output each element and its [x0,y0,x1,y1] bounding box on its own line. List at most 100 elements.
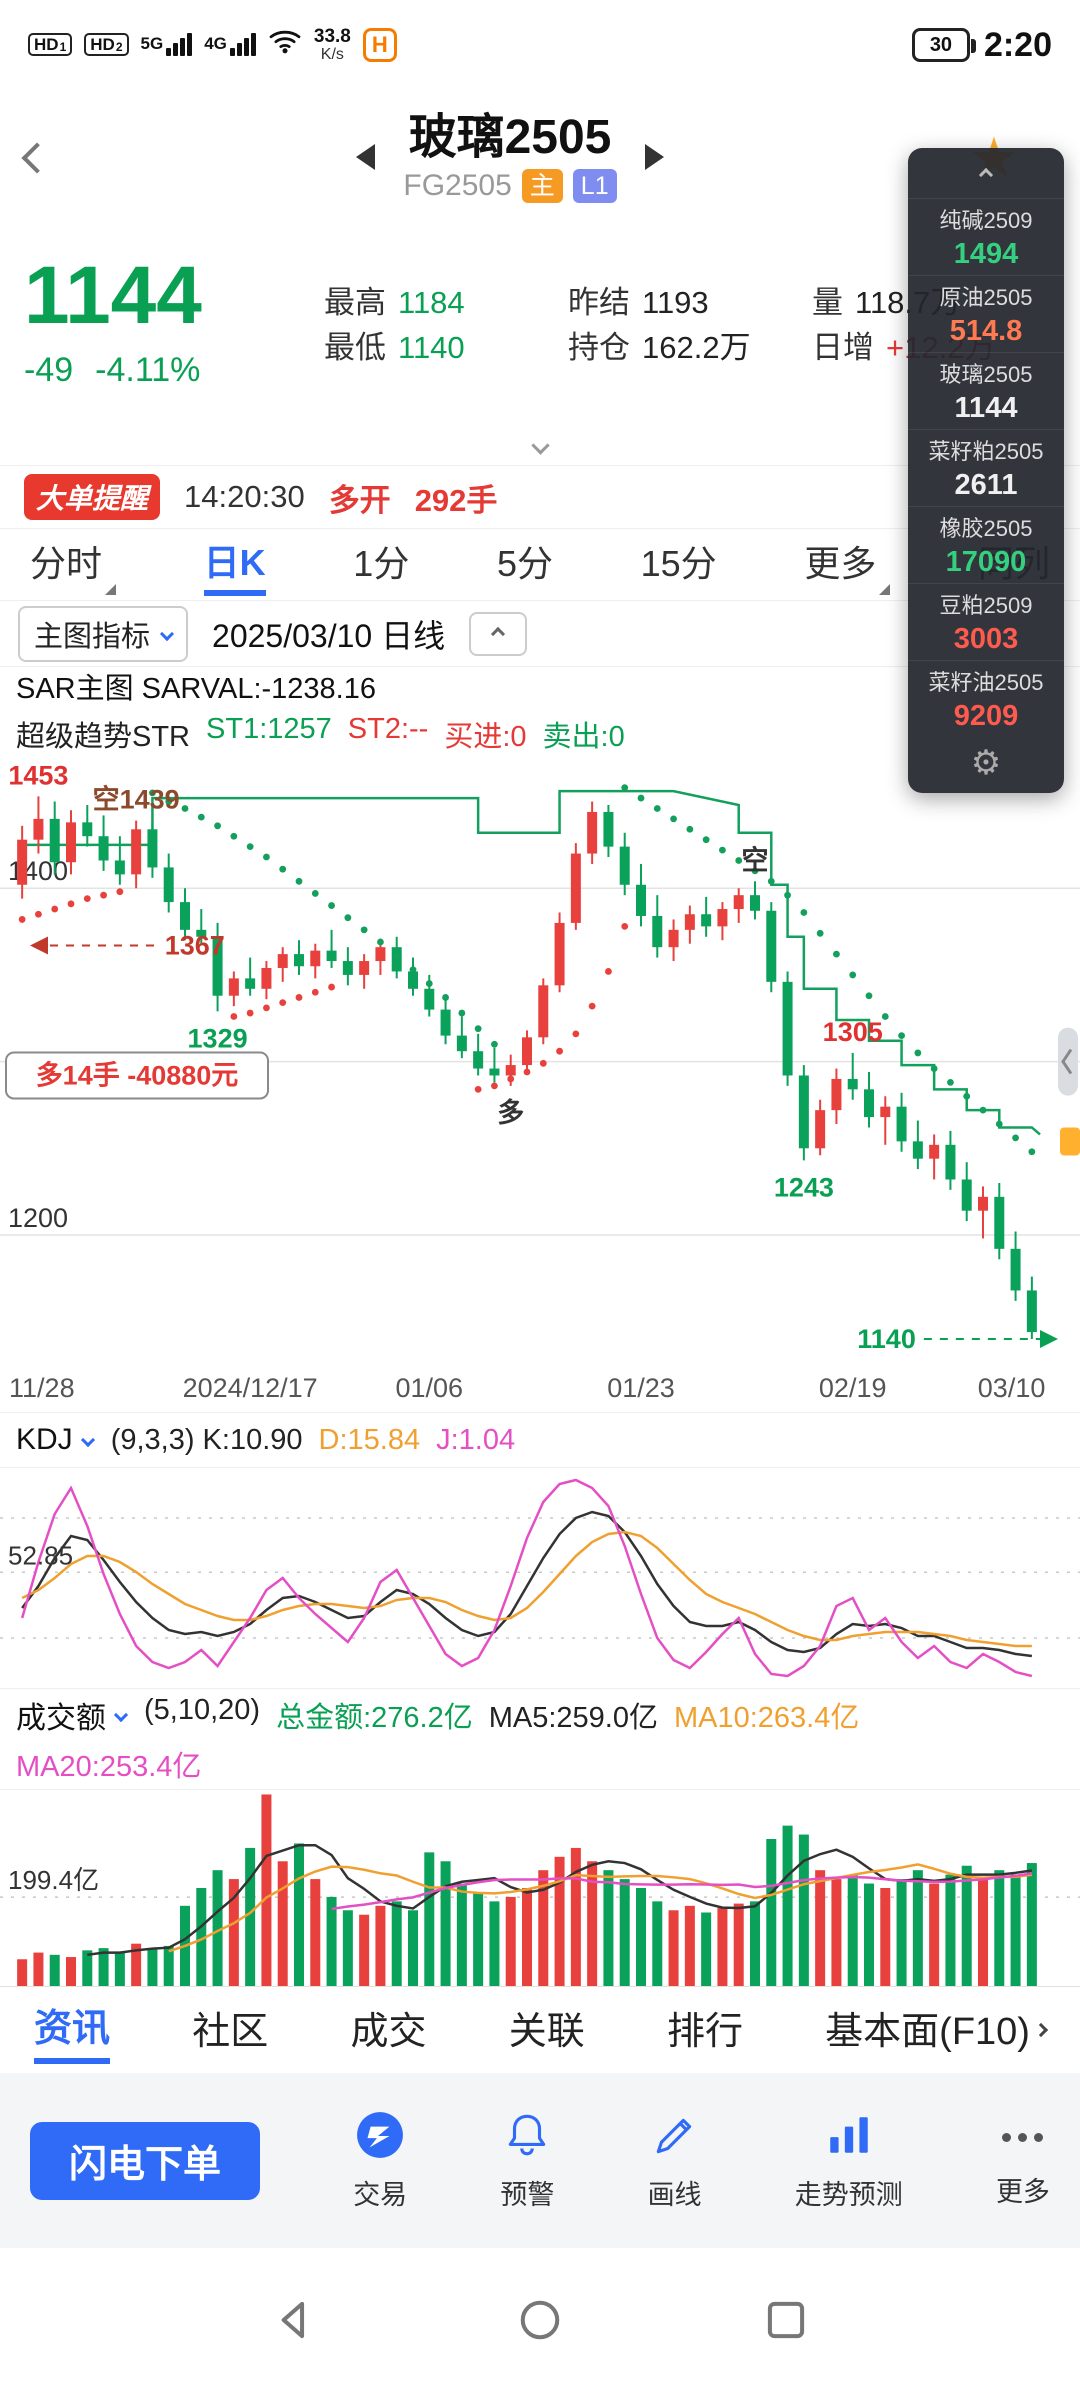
watchlist-item[interactable]: 菜籽油2505 9209 [908,660,1064,737]
toolbar-item-trade[interactable]: 交易 [353,2110,407,2212]
toolbar-item-forecast[interactable]: 走势预测 [795,2110,903,2212]
period-tab-1分[interactable]: 1分 [353,542,410,584]
toolbar-item-alert[interactable]: 预警 [500,2110,554,2212]
trend-forecast-icon [824,2110,874,2165]
bottom-tab-关联[interactable]: 关联 [508,2010,585,2053]
quote-panel: 1144 -49 -4.11% 最高 1184 最低 1140 昨结 1193 持仓 162.… [0,225,1080,425]
svg-text:199.4亿: 199.4亿 [8,1865,99,1895]
svg-text:空: 空 [742,844,769,875]
bottom-tab-基本面(F10)[interactable]: 基本面(F10) [825,2000,1049,2061]
alert-bell-icon [502,2110,552,2165]
prev-contract-arrow[interactable] [356,144,376,171]
contract-title: 玻璃2505 [408,111,612,165]
watchlist-item[interactable]: 豆粕2509 3003 [908,583,1064,660]
indicator-value: ST1:1257 [206,713,332,745]
period-tab-更多[interactable]: 更多 [804,535,891,595]
watchlist-item[interactable]: 纯碱2509 1494 [908,198,1064,275]
trade-icon [355,2110,405,2165]
collapse-chart-button[interactable] [469,611,528,656]
quote-stat-持仓: 持仓 162.2万 [568,330,751,365]
indicator-value: MA20:253.4亿 [16,1751,202,1783]
watchlist-item-name: 菜籽粕2505 [928,439,1044,464]
big-order-alert[interactable]: 大单提醒 14:20:30 多开 292手 [0,465,1080,529]
watchlist-settings-gear[interactable]: ⚙ [970,744,1002,782]
alert-lots: 292手 [414,482,498,518]
main-chart[interactable]: 1400 1200 1453 空1439 1367 1329 多空 1305 1243 1140 多… [0,753,1080,1365]
back-button[interactable] [21,141,86,174]
svg-text:52.85: 52.85 [8,1540,73,1570]
status-time: 2:20 [983,25,1052,64]
indicator-value: 买进:0 [444,721,527,753]
signal-4g-icon: 4G [204,33,256,57]
watchlist-items: 纯碱2509 1494 原油2505 514.8 玻璃2505 1144 菜籽粕2505 26… [908,198,1064,737]
watchlist-panel: 纯碱2509 1494 原油2505 514.8 玻璃2505 1144 菜籽粕2505 26… [908,148,1064,793]
kdj-values: (9,3,3) K:10.90 D:15.84 J:1.04 [111,1424,515,1457]
indicator-value: (9,3,3) K:10.90 [110,1423,303,1456]
volume-dropdown[interactable]: 成交额 [16,1693,129,1737]
alert-action: 多开 [328,482,391,518]
svg-text:1453: 1453 [8,760,68,790]
status-bar: HD 1 HD 2 5G 4G 33.8 K/s H 30 2:20 [0,0,1080,90]
svg-text:空1439: 空1439 [93,784,180,815]
svg-text:多14手 -40880元: 多14手 -40880元 [36,1060,239,1090]
alert-badge: 大单提醒 [24,474,161,520]
watchlist-item[interactable]: 橡胶2505 17090 [908,506,1064,583]
battery-icon: 30 [911,28,976,62]
bottom-tab-资讯[interactable]: 资讯 [34,1997,111,2064]
bottom-tab-成交[interactable]: 成交 [350,2010,427,2053]
svg-text:1329: 1329 [188,1023,248,1053]
chart-period: 日线 [381,617,446,654]
watchlist-item[interactable]: 原油2505 514.8 [908,275,1064,352]
toolbar-item-more[interactable]: 更多 [996,2112,1050,2209]
price-change: -49 [24,350,74,389]
x-axis-tick: 01/23 [607,1373,675,1403]
svg-text:1140: 1140 [857,1324,916,1354]
watchlist-item-price: 2611 [954,469,1018,501]
x-axis-labels: 11/28 2024/12/17 01/06 01/23 02/19 03/10 [0,1365,1080,1413]
more-dots-icon [1002,2112,1044,2162]
hd1-icon: HD 1 [28,33,73,57]
svg-text:多: 多 [497,1098,524,1128]
hd2-icon: HD 2 [84,33,129,57]
flash-order-button[interactable]: 闪电下单 [30,2121,260,2200]
chart-date: 2025/03/10 [212,617,373,654]
watchlist-item-name: 橡胶2505 [939,516,1033,541]
next-contract-arrow[interactable] [644,144,664,171]
indicator-value: 超级趋势STR [16,721,191,753]
toolbar-item-draw[interactable]: 画线 [648,2110,702,2212]
period-tab-分时[interactable]: 分时 [30,535,117,595]
chart-controls: 主图指标 2025/03/10 日线 [0,601,1080,667]
x-axis-tick: 11/28 [9,1373,75,1403]
last-price: 1144 [24,249,202,341]
indicator-value: 卖出:0 [542,721,625,753]
period-tab-日K[interactable]: 日K [203,534,266,596]
volume-values-line1: (5,10,20) 总金额:276.2亿 MA5:259.0亿 MA10:263.4亿 [144,1694,859,1736]
watchlist-item[interactable]: 玻璃2505 1144 [908,352,1064,429]
alert-time: 14:20:30 [184,479,305,514]
watchlist-item-name: 纯碱2509 [939,208,1033,233]
quote-stat-最高: 最高 1184 [324,285,465,320]
nav-home-button[interactable] [517,2297,563,2343]
nav-recents-button[interactable] [763,2297,809,2343]
nav-back-button[interactable] [271,2297,317,2343]
hotspot-icon: H [362,27,397,62]
volume-chart[interactable]: 199.4亿 [0,1789,1080,1987]
signal-5g-icon: 5G [141,33,193,57]
watchlist-item[interactable]: 菜籽粕2505 2611 [908,429,1064,506]
watchlist-item-name: 豆粕2509 [939,593,1033,618]
period-tab-15分[interactable]: 15分 [640,542,717,584]
draw-line-icon [650,2110,700,2165]
period-tab-5分[interactable]: 5分 [496,542,553,584]
kdj-dropdown[interactable]: KDJ [16,1423,95,1457]
supertrend-info: 超级趋势STR ST1:1257 ST2:-- 买进:0 卖出:0 [16,713,1064,755]
kdj-chart[interactable]: 52.85 [0,1467,1080,1689]
wifi-icon [268,27,302,62]
indicator-value: ST2:-- [347,713,429,745]
indicator-dropdown[interactable]: 主图指标 [18,605,189,662]
watchlist-collapse-button[interactable] [908,152,1064,198]
main-contract-badge: 主 [521,168,563,203]
bottom-tab-社区[interactable]: 社区 [192,2010,269,2053]
volume-values-line2: MA20:253.4亿 [16,1743,201,1785]
bottom-tab-排行[interactable]: 排行 [666,2010,743,2053]
